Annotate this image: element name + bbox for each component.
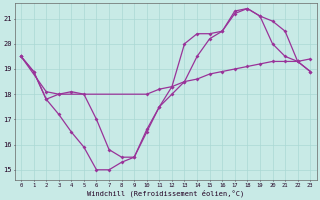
X-axis label: Windchill (Refroidissement éolien,°C): Windchill (Refroidissement éolien,°C) <box>87 189 244 197</box>
